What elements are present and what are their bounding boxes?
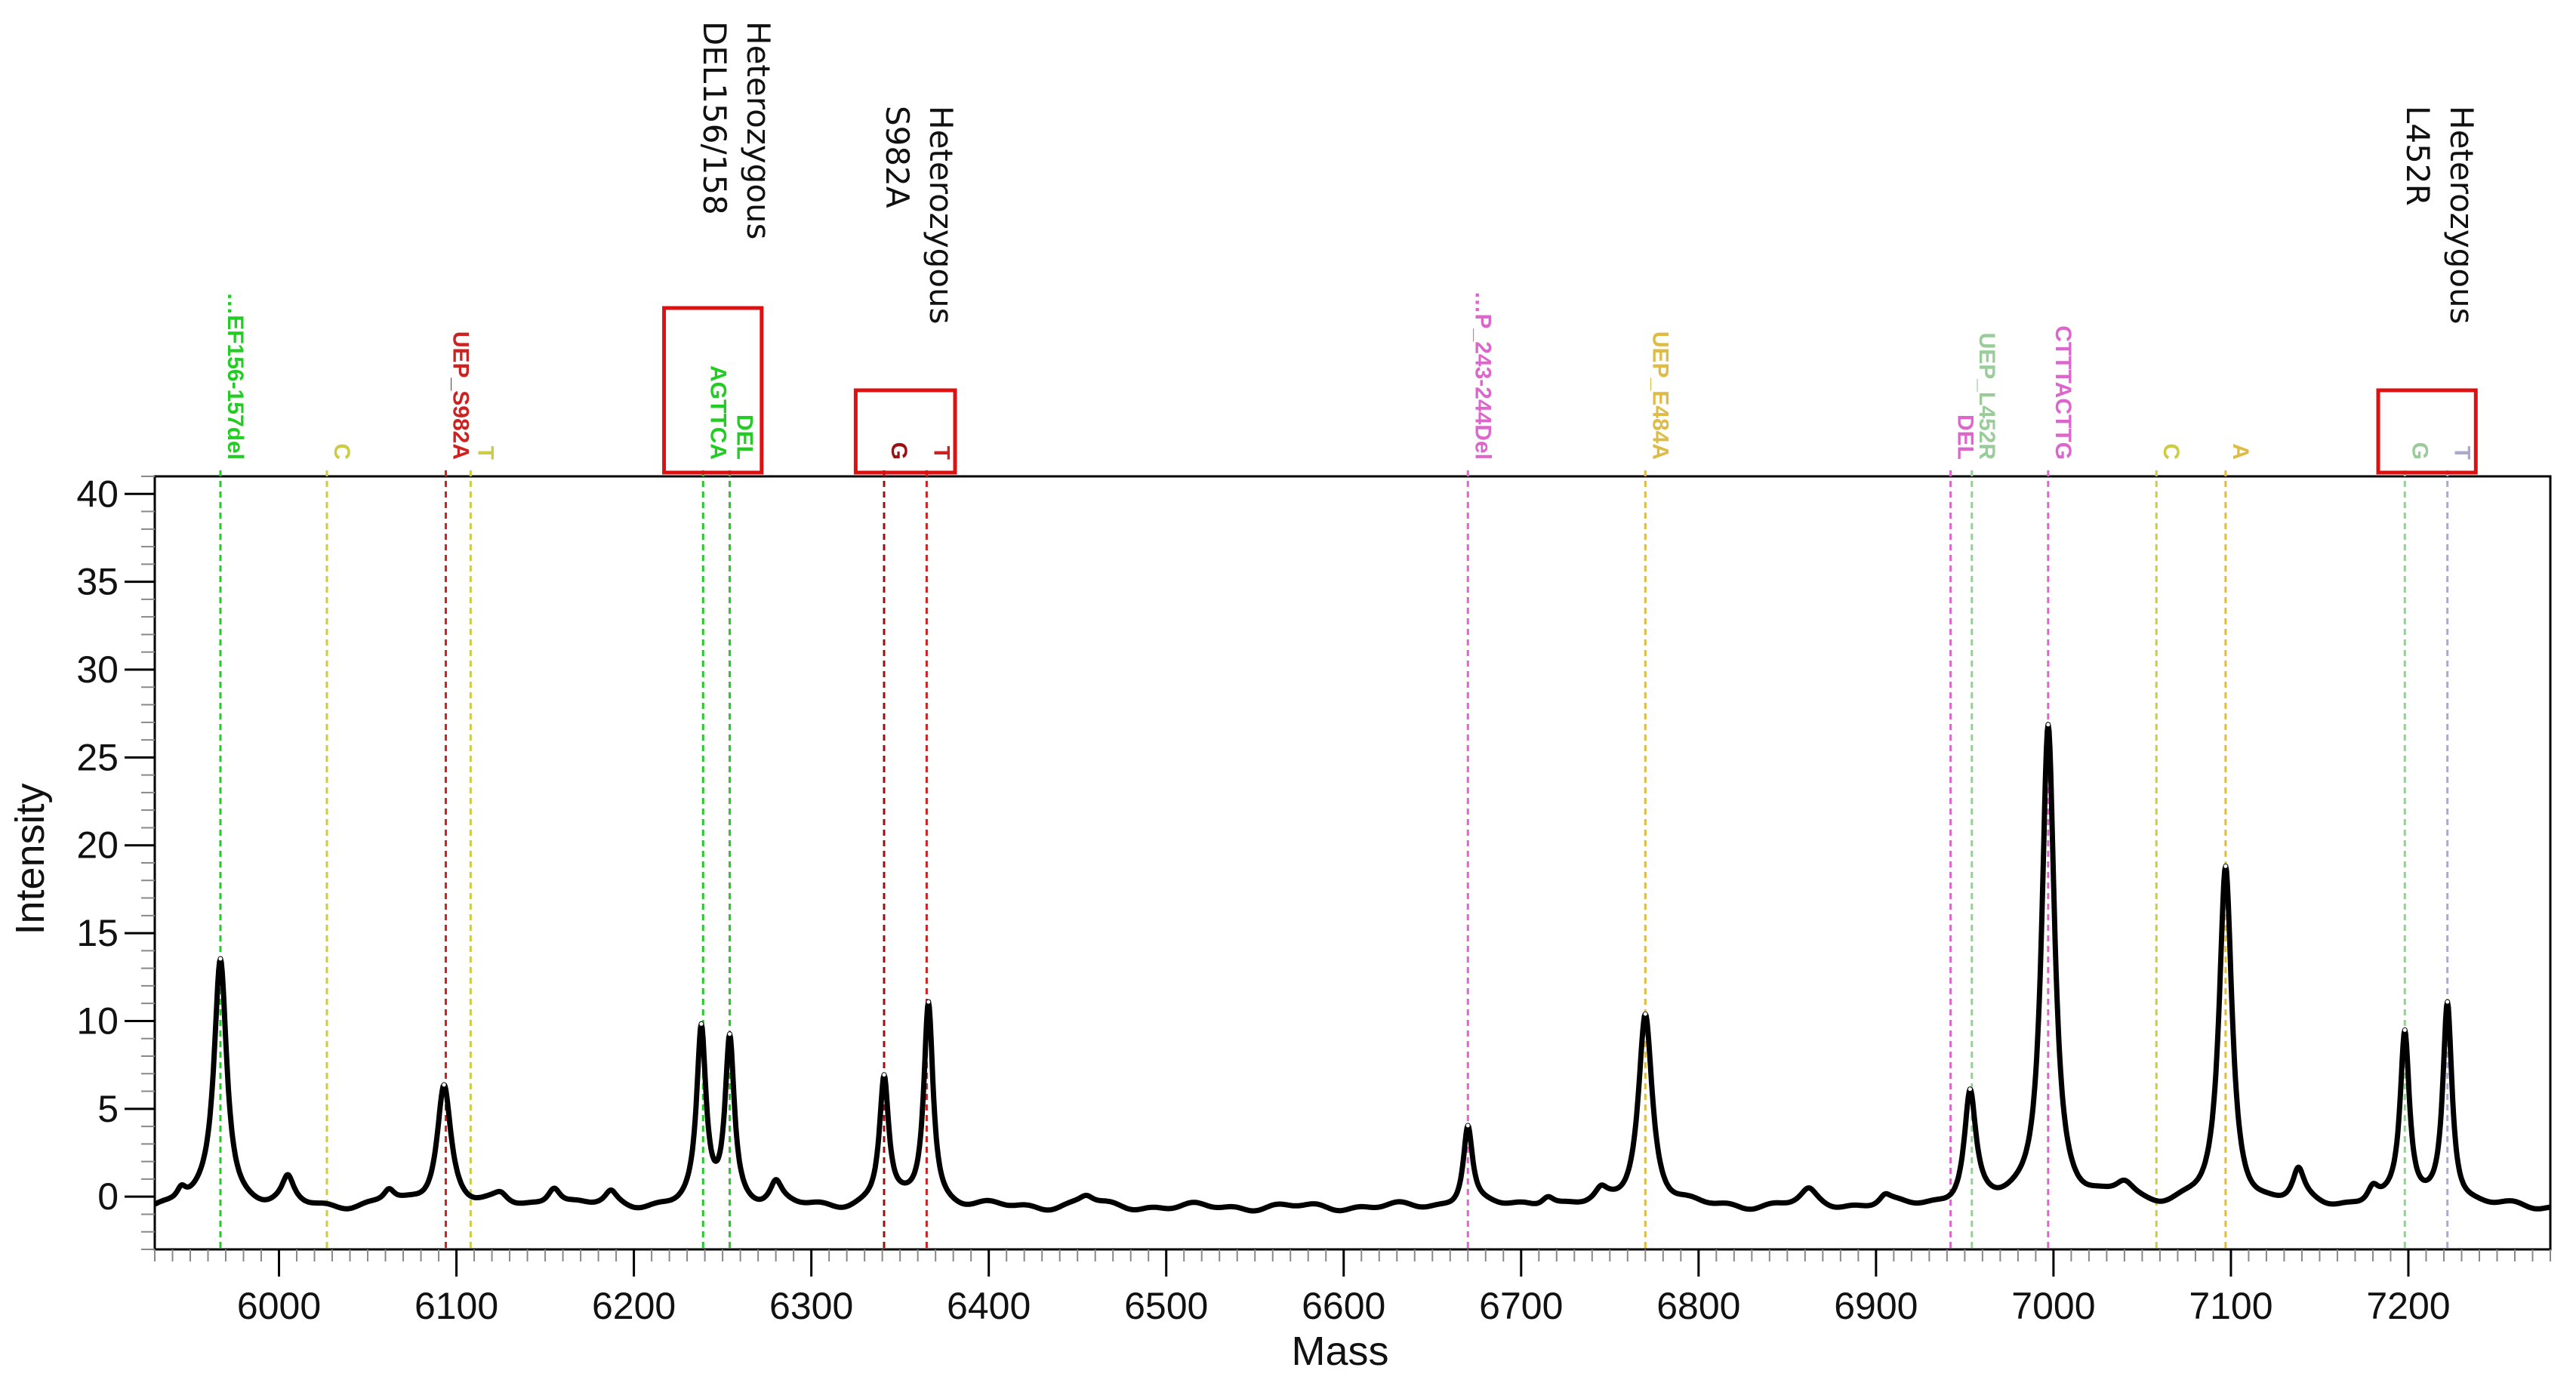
peak-point: [728, 1032, 732, 1036]
annotation-text: Heterozygous: [923, 106, 960, 325]
annotation-text: S982A: [879, 106, 916, 208]
spectrum-line: [153, 722, 2553, 1214]
peak-point: [882, 1073, 886, 1077]
marker-label: DEL: [1953, 414, 1978, 460]
x-tick-label: 6000: [237, 1285, 321, 1327]
peak-point: [2445, 1000, 2450, 1004]
series-layer: [153, 722, 2553, 1214]
annotation-text: Heterozygous: [740, 21, 777, 240]
y-axis-title: Intensity: [8, 783, 53, 935]
annotation-text: Heterozygous: [2443, 106, 2480, 325]
y-tick-label: 15: [76, 912, 119, 954]
marker-label: CTTTACTTG: [2051, 325, 2075, 460]
marker-label: DEL: [732, 414, 757, 460]
marker-layer: [219, 470, 2449, 1249]
marker-label: …EF156-157del: [223, 292, 248, 460]
x-axis-title: Mass: [1291, 1329, 1388, 1374]
axis-layer: 0 5 10 15 20 25 30 35 40 6000 6100 6200 6300 6400 6500…: [76, 473, 2552, 1327]
peak-point: [926, 1000, 931, 1004]
marker-label: T: [929, 446, 954, 460]
peak-point: [2402, 1027, 2407, 1032]
y-tick-label: 20: [76, 824, 119, 867]
y-tick-label: 40: [76, 473, 119, 515]
peak-point: [699, 1021, 704, 1026]
y-tick-label: 30: [76, 648, 119, 691]
x-tick-label: 6100: [414, 1285, 498, 1327]
y-tick-label: 25: [76, 736, 119, 778]
peak-point: [1465, 1123, 1470, 1128]
peak-point: [2046, 722, 2051, 727]
peak-point: [2223, 864, 2228, 868]
x-tick-label: 6400: [947, 1285, 1031, 1327]
x-tick-label: 6200: [592, 1285, 676, 1327]
marker-label: UEP_E484A: [1647, 331, 1672, 460]
annotation-text: DEL156/158: [696, 21, 733, 215]
marker-label: UEP_S982A: [448, 331, 473, 460]
marker-label: G: [2407, 442, 2432, 460]
marker-label: G: [886, 442, 911, 460]
marker-label: C: [2158, 443, 2183, 460]
x-tick-label: 7200: [2366, 1285, 2450, 1327]
plot-frame: [153, 475, 2552, 1251]
marker-label: T: [2450, 446, 2475, 460]
x-tick-label: 6900: [1834, 1285, 1918, 1327]
marker-label: UEP_L452R: [1974, 333, 1999, 460]
marker-label: AGTTCA: [705, 365, 730, 460]
x-tick-label: 6800: [1656, 1285, 1740, 1327]
x-tick-label: 7000: [2011, 1285, 2095, 1327]
highlight-box: [2376, 388, 2478, 475]
marker-label: T: [473, 446, 498, 460]
x-tick-label: 6500: [1124, 1285, 1208, 1327]
x-tick-label: 6700: [1479, 1285, 1563, 1327]
marker-label: A: [2228, 443, 2253, 460]
peak-point: [218, 956, 223, 961]
x-tick-label: 6300: [769, 1285, 853, 1327]
y-tick-label: 5: [97, 1088, 119, 1130]
x-tick-label: 7100: [2189, 1285, 2272, 1327]
y-tick-label: 35: [76, 561, 119, 603]
annotation-text: L452R: [2399, 106, 2436, 206]
highlight-box: [853, 388, 957, 475]
peak-point: [1967, 1087, 1972, 1092]
highlight-box: [662, 306, 764, 475]
peak-point: [442, 1083, 446, 1087]
label-layer: …EF156-157del C UEP_S982A T AGTTCA DEL G T …P_24…: [223, 21, 2480, 475]
peak-point: [1643, 1012, 1647, 1016]
x-tick-label: 6600: [1302, 1285, 1385, 1327]
marker-label: …P_243-244Del: [1470, 291, 1495, 460]
y-tick-label: 0: [97, 1175, 119, 1218]
marker-label: C: [329, 443, 354, 460]
y-tick-label: 10: [76, 1000, 119, 1042]
